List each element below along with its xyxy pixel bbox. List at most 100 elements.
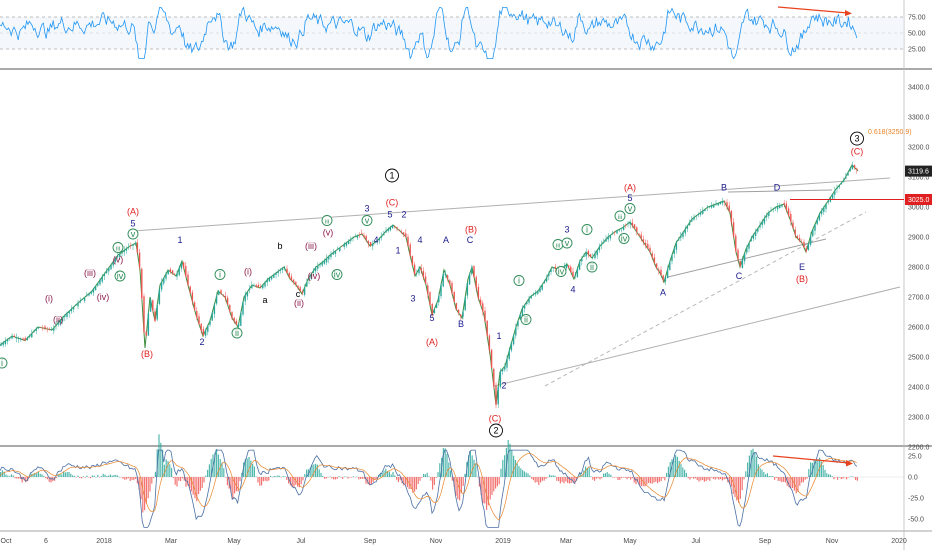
candle-body xyxy=(266,279,268,283)
candle-body xyxy=(198,316,200,324)
candle-body xyxy=(114,258,117,262)
macd-histogram-bar xyxy=(253,466,255,477)
rsi-panel[interactable]: 75.00 50.00 25.00 xyxy=(0,6,926,60)
candle-body xyxy=(374,242,376,243)
macd-histogram-bar xyxy=(723,477,725,480)
macd-histogram-bar xyxy=(495,477,497,489)
triangle-lower-line xyxy=(667,238,827,278)
wave-label: iii xyxy=(325,220,329,226)
macd-panel[interactable]: 25.0 0.0 -25.0 -50.0 xyxy=(0,434,924,528)
candle-body xyxy=(251,285,253,289)
candle-body xyxy=(435,303,438,308)
macd-histogram-bar xyxy=(334,477,336,480)
candle-body xyxy=(838,185,840,188)
candle-body xyxy=(284,268,286,270)
candle-body xyxy=(125,248,128,251)
candle-body xyxy=(827,200,829,203)
macd-histogram-bar xyxy=(561,477,563,482)
macd-histogram-bar xyxy=(84,477,86,478)
candle-body xyxy=(11,336,13,339)
macd-histogram-bar xyxy=(826,473,828,477)
wave-label: 4 xyxy=(373,235,378,245)
candle-body xyxy=(209,321,211,325)
candle-body xyxy=(55,325,57,327)
candle-body xyxy=(598,246,601,251)
macd-histogram-bar xyxy=(234,477,236,494)
candle-body xyxy=(765,215,768,218)
candle-body xyxy=(70,309,73,312)
macd-histogram-bar xyxy=(831,476,833,477)
candle-body xyxy=(794,229,796,235)
candle-body xyxy=(424,276,427,284)
candle-body xyxy=(352,237,354,239)
candle-body xyxy=(407,236,409,246)
macd-histogram-bar xyxy=(520,468,522,477)
candle-body xyxy=(609,235,612,239)
macd-histogram-bar xyxy=(126,477,128,480)
candle-body xyxy=(4,340,7,345)
candle-body xyxy=(515,327,517,336)
candle-body xyxy=(653,257,656,263)
macd-histogram-bar xyxy=(5,474,7,477)
candle-body xyxy=(264,282,266,287)
macd-histogram-bar xyxy=(711,477,713,478)
time-axis[interactable]: Oct 6 2018 Mar May Jul Sep Nov 2019 Mar May Jul Sep N… xyxy=(1,538,907,545)
time-tick-label: 2020 xyxy=(891,538,907,545)
candle-body xyxy=(246,291,249,297)
candle-body xyxy=(22,338,24,340)
candle-body xyxy=(451,283,453,293)
macd-histogram-bar xyxy=(498,477,500,485)
candle-body xyxy=(508,350,510,360)
wave-label: (v) xyxy=(323,228,334,238)
time-tick-label: Nov xyxy=(826,538,839,545)
macd-histogram-bar xyxy=(28,477,30,478)
candle-body xyxy=(288,273,290,278)
wave-label-circle xyxy=(231,327,243,339)
macd-tick-label: 0.0 xyxy=(908,475,918,482)
macd-histogram-bar xyxy=(790,477,792,489)
macd-histogram-bar xyxy=(556,477,558,481)
macd-histogram-bar xyxy=(849,476,851,478)
candle-body xyxy=(158,289,161,304)
macd-histogram-bar xyxy=(340,477,342,478)
candle-body xyxy=(805,248,807,252)
macd-histogram-bar xyxy=(21,477,23,483)
wave-label: ii xyxy=(524,315,528,325)
candle-body xyxy=(732,222,735,237)
candle-body xyxy=(449,280,451,285)
price-panel[interactable]: 3400.0 3300.0 3200.0 3100.0 3000.0 2900.0 2800… xyxy=(0,85,932,452)
wave-label: 1 xyxy=(496,331,501,341)
macd-histogram-bar xyxy=(691,477,693,478)
candle-body xyxy=(422,270,425,278)
macd-histogram-bar xyxy=(799,477,801,486)
macd-histogram-bar xyxy=(129,477,131,482)
candle-body xyxy=(688,222,691,226)
macd-histogram-bar xyxy=(644,477,646,487)
candle-body xyxy=(856,168,858,170)
macd-histogram-bar xyxy=(280,477,282,478)
candle-body xyxy=(754,231,757,237)
wave-label: a xyxy=(262,295,267,305)
candle-body xyxy=(248,288,251,291)
macd-histogram-bar xyxy=(259,477,261,486)
macd-histogram-bar xyxy=(10,474,12,477)
macd-histogram-bar xyxy=(810,462,812,477)
candle-body xyxy=(471,267,473,274)
candle-body xyxy=(244,295,246,302)
macd-histogram-bar xyxy=(275,476,277,477)
wave-label: iv xyxy=(334,270,341,280)
candle-body xyxy=(211,312,213,321)
wave-label: i xyxy=(219,270,221,280)
macd-histogram-bar xyxy=(196,477,198,502)
macd-histogram-bar xyxy=(169,464,171,477)
wave-label: A xyxy=(443,235,449,245)
macd-histogram-bar xyxy=(442,448,444,477)
macd-histogram-bar xyxy=(122,477,124,479)
candle-body xyxy=(607,236,609,240)
candle-body xyxy=(565,264,568,269)
candle-body xyxy=(262,284,264,289)
time-tick-label: 6 xyxy=(44,538,48,545)
candle-body xyxy=(317,265,319,269)
